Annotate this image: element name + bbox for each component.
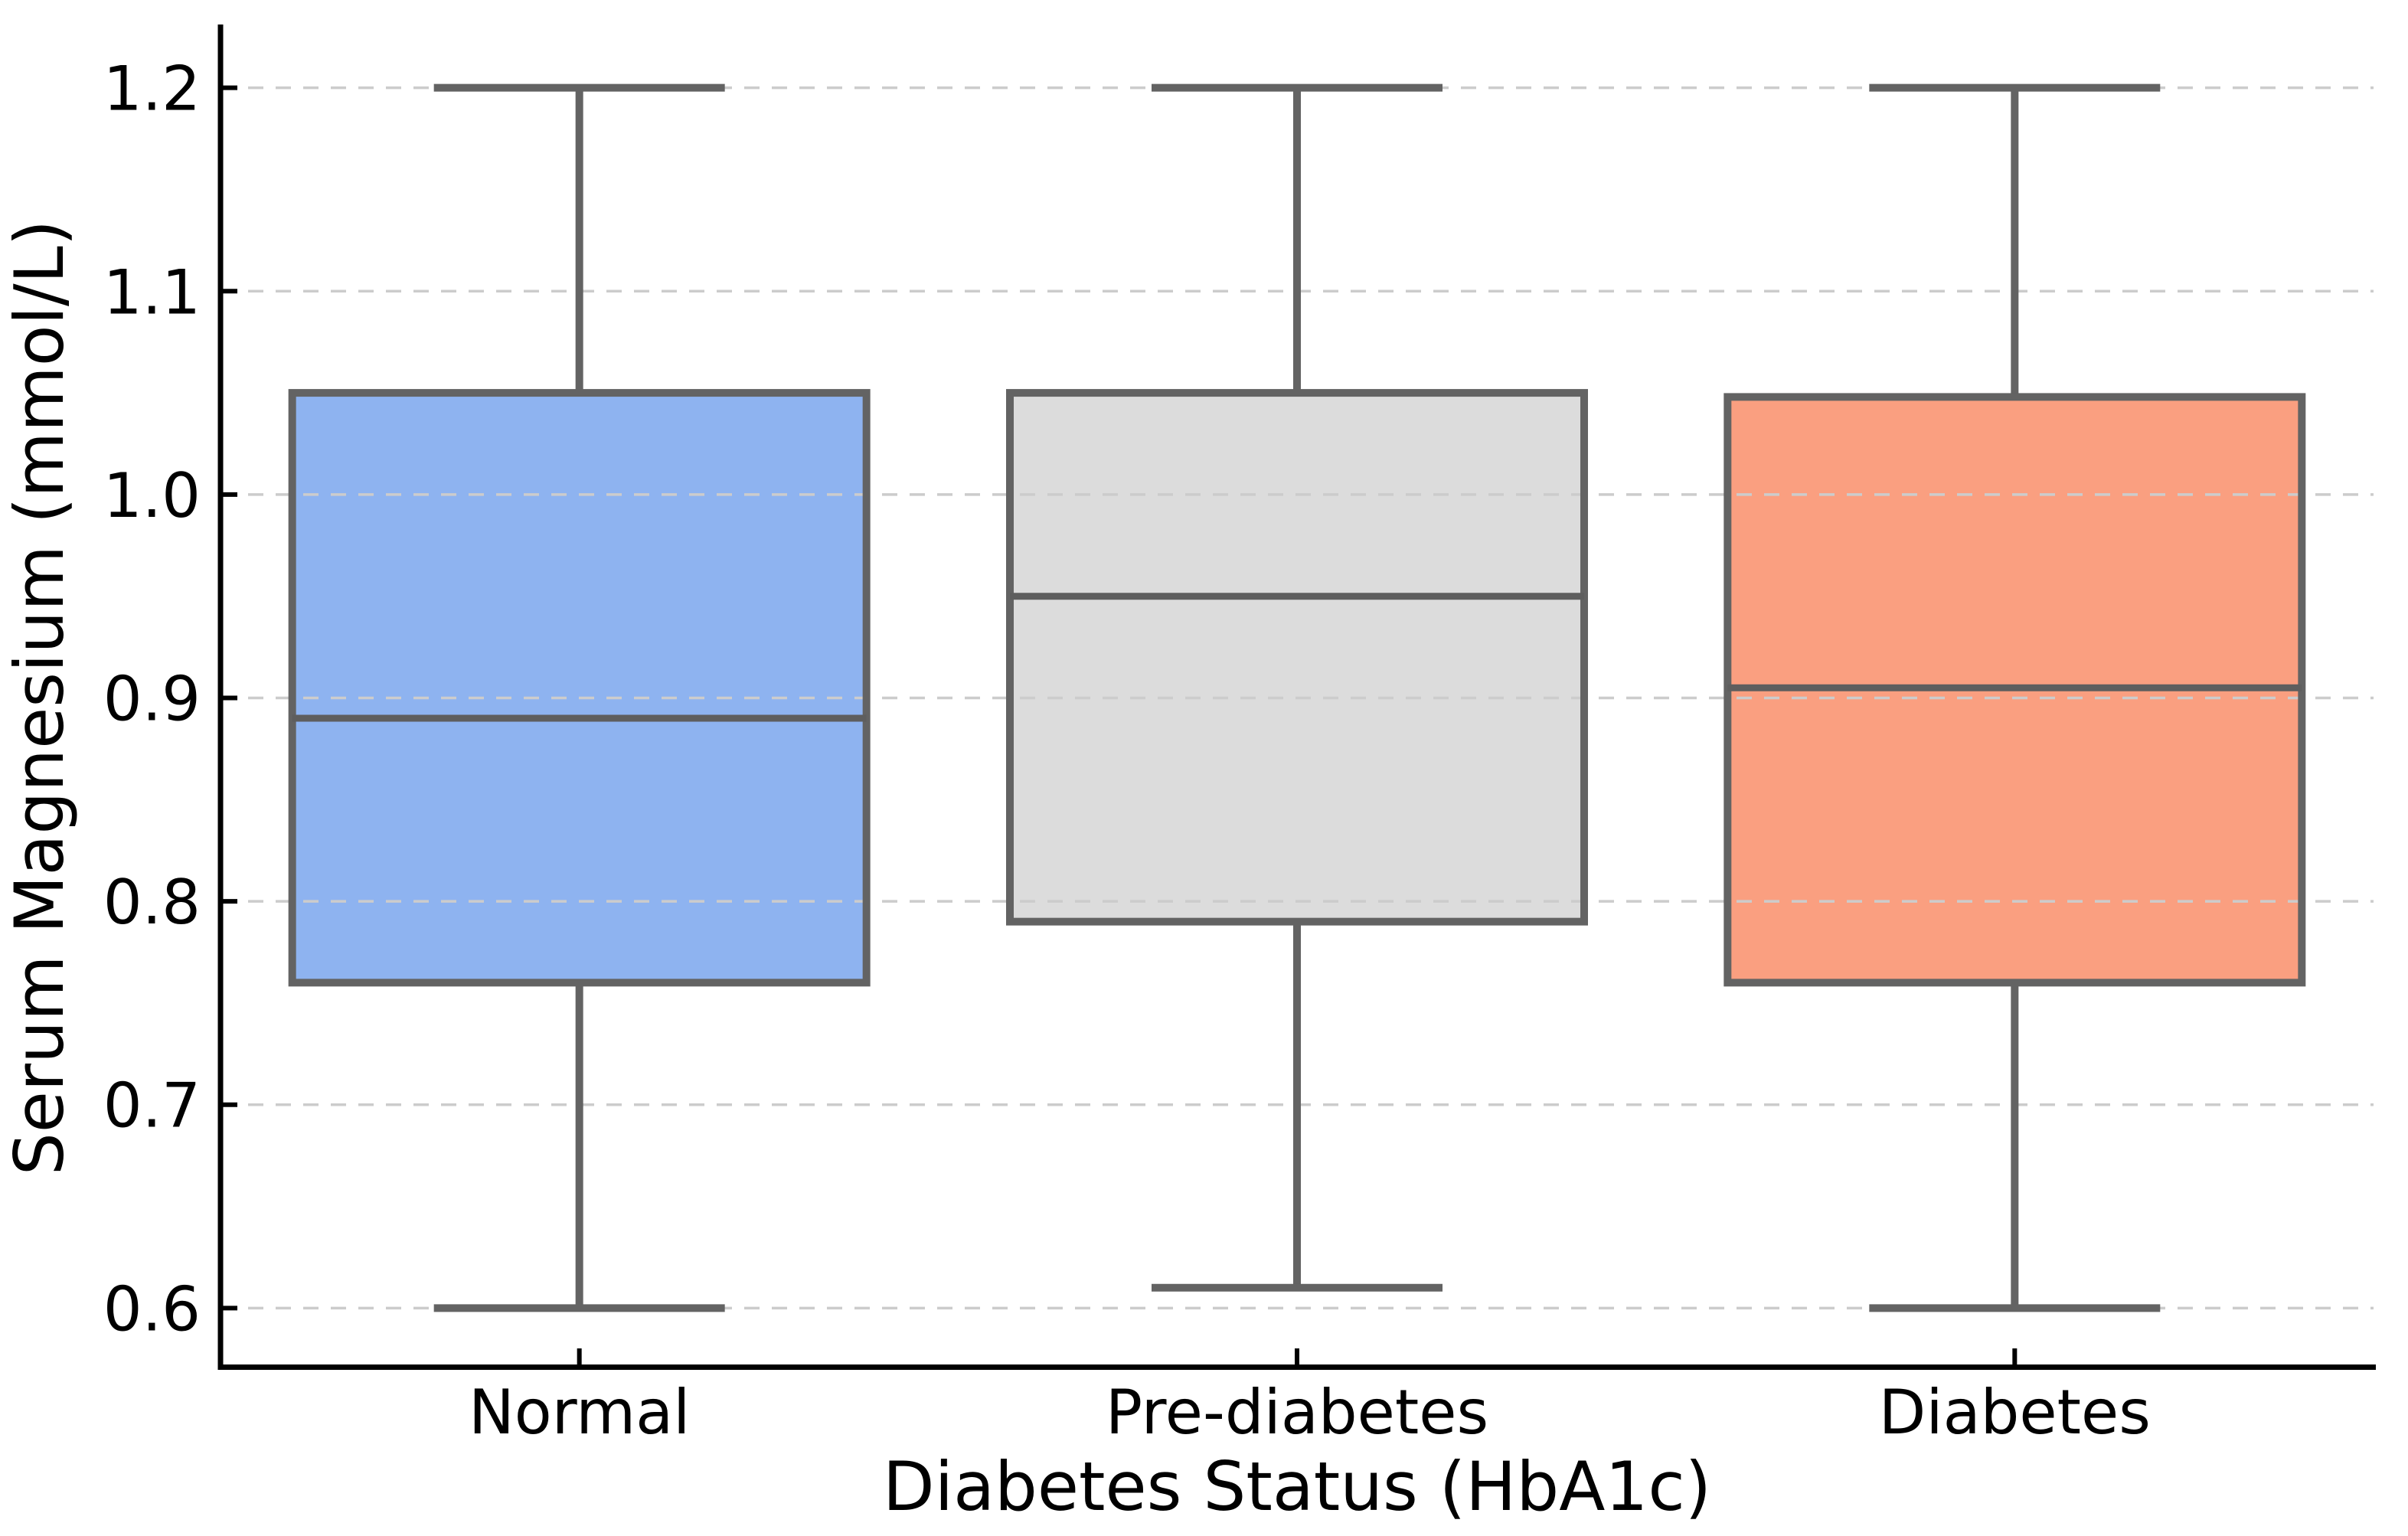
y-axis-title: Serum Magnesium (mmol/L) bbox=[0, 220, 79, 1175]
y-tick-label: 1.2 bbox=[103, 54, 201, 125]
y-tick-label: 0.9 bbox=[103, 664, 201, 735]
y-tick-label: 1.0 bbox=[103, 460, 201, 531]
x-tick-label: Normal bbox=[469, 1377, 690, 1448]
y-tick-label: 1.1 bbox=[103, 257, 201, 328]
box-body-fill bbox=[292, 393, 867, 983]
y-tick-label: 0.8 bbox=[103, 867, 201, 938]
y-tick-label: 0.6 bbox=[103, 1273, 201, 1345]
x-axis-title: Diabetes Status (HbA1c) bbox=[883, 1447, 1711, 1526]
y-tick-label: 0.7 bbox=[103, 1070, 201, 1142]
x-tick-label: Pre-diabetes bbox=[1106, 1377, 1488, 1448]
axes-layer: 0.6 0.7 0.8 0.9 1.0 1.1 1.2 Normal Pre-diabetes D… bbox=[103, 25, 2376, 1448]
box-line-layer bbox=[288, 83, 2306, 1312]
x-tick-label: Diabetes bbox=[1879, 1377, 2151, 1448]
box-body-fill bbox=[1010, 393, 1584, 922]
box-body-edge bbox=[1006, 389, 1588, 926]
box-body-edge bbox=[288, 389, 871, 987]
